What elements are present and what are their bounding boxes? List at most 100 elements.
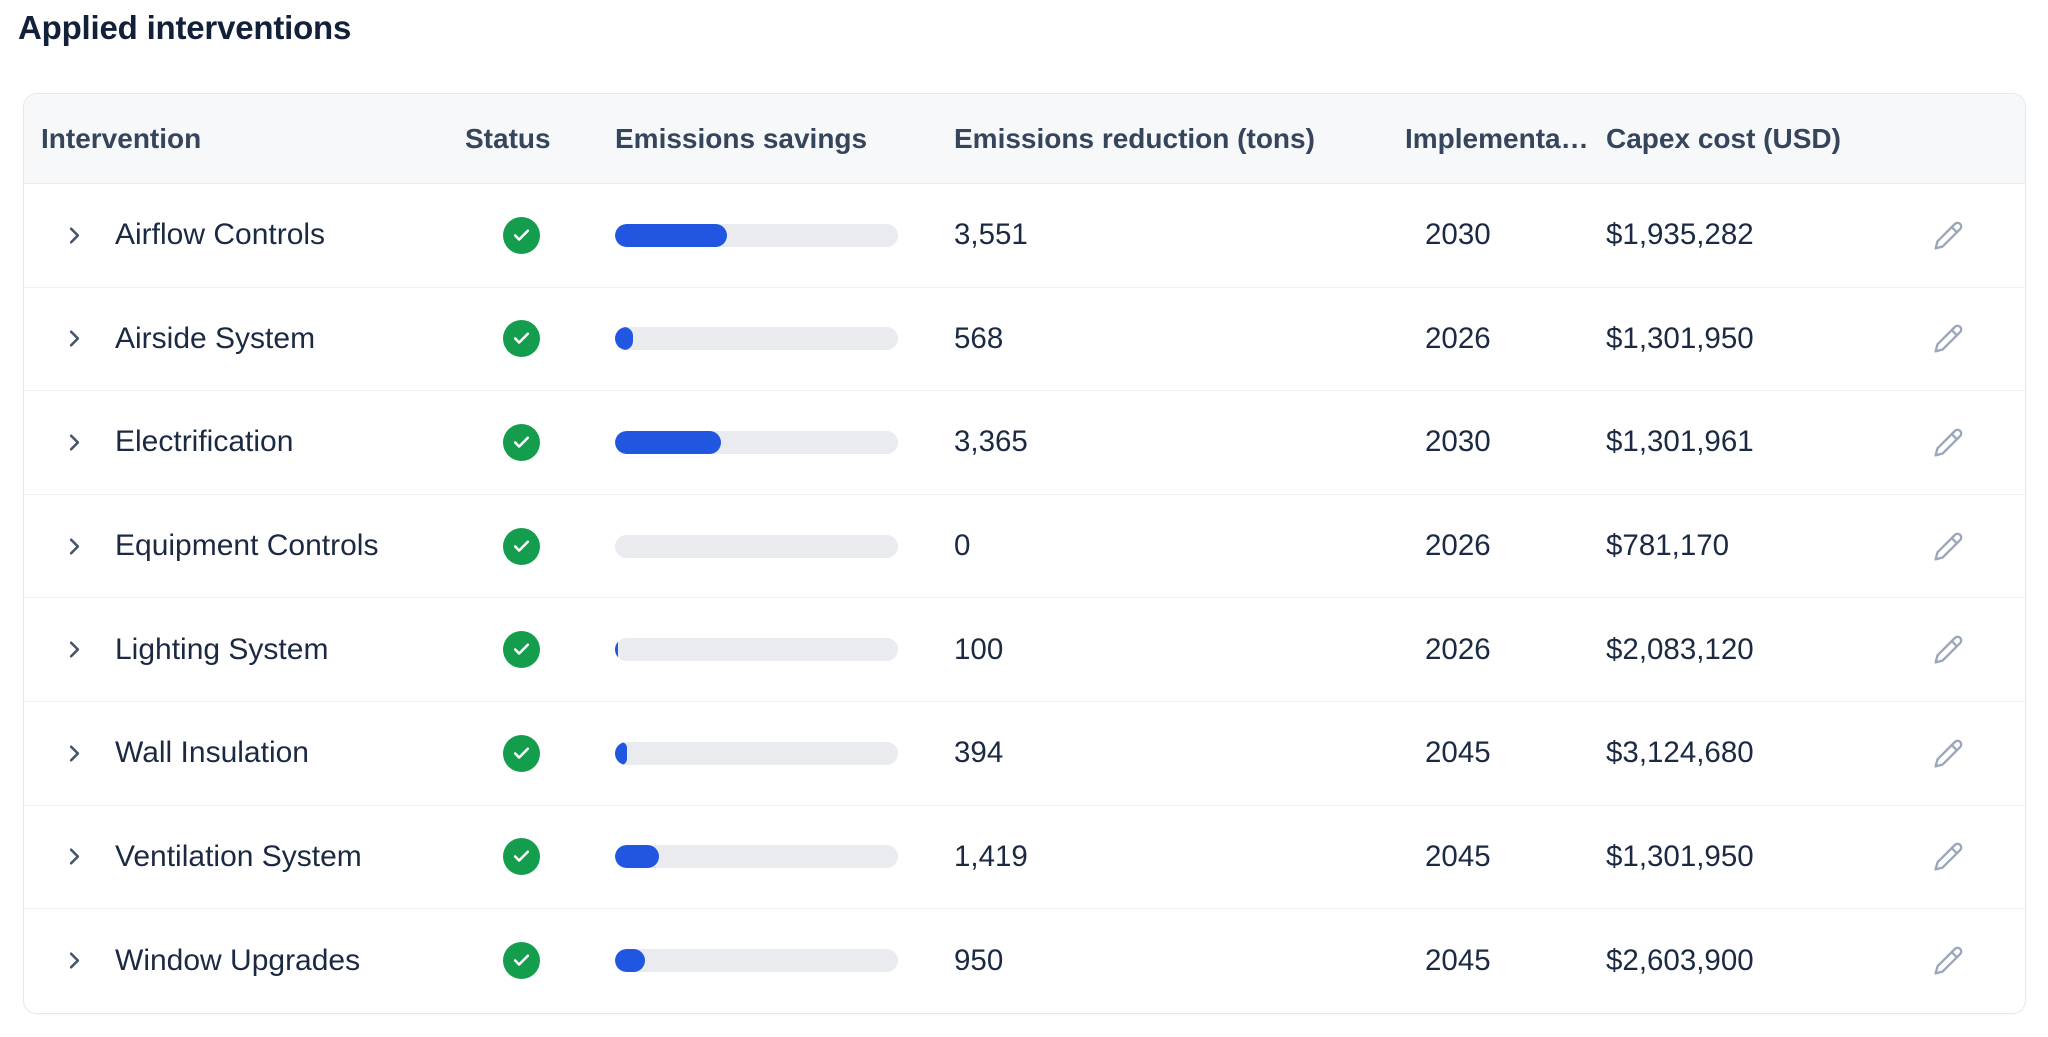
check-icon <box>513 850 530 863</box>
emissions-savings-bar-fill <box>615 741 628 765</box>
table-row: Ventilation System 1,419 2045 $1,301,950 <box>24 805 2025 910</box>
check-icon <box>513 229 530 241</box>
status-complete-badge <box>503 216 540 254</box>
edit-button[interactable] <box>1926 628 1970 672</box>
status-complete-badge <box>503 942 540 980</box>
expand-row-button[interactable] <box>61 325 88 352</box>
emissions-savings-bar <box>615 327 898 351</box>
expand-row-button[interactable] <box>61 740 88 767</box>
implementation-year-value: 2045 <box>1425 839 1491 873</box>
implementation-year-value: 2045 <box>1425 943 1491 977</box>
expand-row-button[interactable] <box>61 533 88 560</box>
capex-cost-value: $2,603,900 <box>1606 943 1754 977</box>
emissions-savings-bar-fill <box>615 949 645 973</box>
capex-cost-value: $1,935,282 <box>1606 218 1754 252</box>
emissions-savings-bar-fill <box>615 430 722 454</box>
emissions-reduction-value: 568 <box>954 321 1004 355</box>
table-row: Lighting System 100 2026 $2,083,120 <box>24 598 2025 702</box>
intervention-name: Equipment Controls <box>115 529 379 563</box>
edit-button[interactable] <box>1926 524 1970 568</box>
edit-button[interactable] <box>1926 731 1970 775</box>
implementation-year-value: 2045 <box>1425 736 1491 770</box>
expand-row-button[interactable] <box>61 636 88 663</box>
emissions-savings-bar <box>615 638 898 662</box>
intervention-name: Lighting System <box>115 632 329 666</box>
status-complete-badge <box>503 527 540 565</box>
emissions-reduction-value: 950 <box>954 943 1004 977</box>
pencil-icon <box>1933 843 1962 871</box>
intervention-name: Airside System <box>115 321 316 355</box>
table-header-row: Intervention Status Emissions savings Em… <box>24 94 2025 184</box>
table-row: Electrification 3,365 2030 $1,301,961 <box>24 391 2025 495</box>
applied-interventions-page: Applied interventions Intervention Statu… <box>18 9 2026 1014</box>
status-complete-badge <box>503 631 540 669</box>
pencil-icon <box>1933 221 1962 250</box>
chevron-right-icon <box>69 745 80 762</box>
edit-button[interactable] <box>1926 939 1970 983</box>
interventions-table-card: Intervention Status Emissions savings Em… <box>23 93 2026 1014</box>
intervention-name: Window Upgrades <box>115 943 361 977</box>
col-header-implementation: Implementa… <box>1405 122 1589 154</box>
col-header-capex: Capex cost (USD) <box>1606 122 1841 154</box>
capex-cost-value: $2,083,120 <box>1606 632 1754 666</box>
emissions-reduction-value: 100 <box>954 632 1004 666</box>
check-icon <box>513 747 530 759</box>
expand-row-button[interactable] <box>61 947 88 974</box>
chevron-right-icon <box>69 952 80 969</box>
pencil-icon <box>1933 739 1962 768</box>
edit-button[interactable] <box>1926 420 1970 464</box>
implementation-year-value: 2026 <box>1425 632 1491 666</box>
implementation-year-value: 2026 <box>1425 529 1491 563</box>
emissions-savings-bar <box>615 223 898 247</box>
chevron-right-icon <box>69 330 80 347</box>
emissions-reduction-value: 1,419 <box>954 839 1028 873</box>
chevron-right-icon <box>69 641 80 658</box>
page-title: Applied interventions <box>18 9 352 46</box>
col-header-intervention: Intervention <box>41 122 202 154</box>
emissions-reduction-value: 3,551 <box>954 218 1028 252</box>
chevron-right-icon <box>69 538 80 555</box>
table-row: Wall Insulation 394 2045 $3,124,680 <box>24 701 2025 806</box>
intervention-name: Airflow Controls <box>115 218 326 252</box>
pencil-icon <box>1933 947 1962 976</box>
emissions-reduction-value: 394 <box>954 736 1004 770</box>
pencil-icon <box>1933 532 1962 561</box>
check-icon <box>513 436 530 448</box>
edit-button[interactable] <box>1926 835 1970 879</box>
capex-cost-value: $1,301,961 <box>1606 425 1754 459</box>
edit-button[interactable] <box>1926 317 1970 361</box>
edit-button[interactable] <box>1926 213 1970 257</box>
capex-cost-value: $1,301,950 <box>1606 321 1754 355</box>
emissions-reduction-value: 3,365 <box>954 425 1028 459</box>
chevron-right-icon <box>69 848 80 865</box>
emissions-savings-bar <box>615 845 898 869</box>
chevron-right-icon <box>69 434 80 451</box>
pencil-icon <box>1933 635 1962 664</box>
check-icon <box>513 954 530 967</box>
emissions-savings-bar <box>615 949 898 973</box>
emissions-savings-bar-fill <box>615 638 619 662</box>
emissions-savings-bar-fill <box>615 845 660 869</box>
emissions-savings-bar-fill <box>615 327 634 351</box>
expand-row-button[interactable] <box>61 429 88 456</box>
status-complete-badge <box>503 838 540 876</box>
emissions-reduction-value: 0 <box>954 529 971 563</box>
capex-cost-value: $1,301,950 <box>1606 839 1754 873</box>
status-complete-badge <box>503 423 540 461</box>
table-row: Airside System 568 2026 $1,301,950 <box>24 287 2025 392</box>
table-row: Window Upgrades 950 2045 $2,603,900 <box>24 909 2025 1013</box>
table-row: Equipment Controls 0 2026 $781,170 <box>24 494 2025 599</box>
intervention-name: Ventilation System <box>115 839 362 873</box>
expand-row-button[interactable] <box>61 843 88 870</box>
status-complete-badge <box>503 320 540 358</box>
intervention-name: Electrification <box>115 425 294 459</box>
table-row: Airflow Controls 3,551 2030 $1,935,282 <box>24 184 2025 288</box>
status-complete-badge <box>503 734 540 772</box>
emissions-savings-bar-fill <box>615 223 728 247</box>
pencil-icon <box>1933 325 1962 353</box>
implementation-year-value: 2030 <box>1425 425 1491 459</box>
pencil-icon <box>1933 428 1962 457</box>
expand-row-button[interactable] <box>61 222 88 249</box>
implementation-year-value: 2026 <box>1425 321 1491 355</box>
col-header-emissions-reduction: Emissions reduction (tons) <box>954 122 1315 154</box>
